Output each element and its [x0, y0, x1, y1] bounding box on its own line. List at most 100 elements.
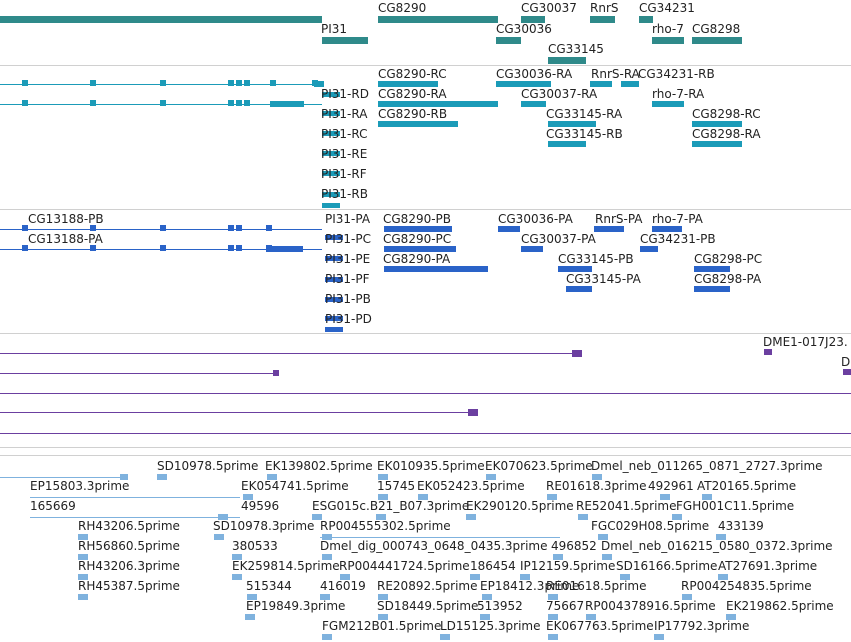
transcripts-label[interactable]: CG8298-RC — [692, 107, 761, 121]
transcript-feature[interactable] — [621, 81, 639, 87]
est-feature[interactable] — [218, 514, 228, 520]
ests-label[interactable]: IP12159.5prime — [520, 559, 616, 573]
est-feature[interactable] — [322, 554, 332, 560]
ests-label[interactable]: 15745 — [377, 479, 416, 493]
ests-label[interactable]: SD10978.5prime — [157, 459, 259, 473]
protein-arrow[interactable] — [22, 225, 28, 231]
est-feature[interactable] — [726, 614, 736, 620]
est-feature[interactable] — [702, 494, 712, 500]
alignment-feature[interactable] — [273, 370, 279, 376]
protein-feature[interactable] — [640, 246, 658, 252]
protein-feature[interactable] — [521, 246, 543, 252]
ests-label[interactable]: RP004254835.5prime — [681, 579, 812, 593]
est-feature[interactable] — [232, 554, 242, 560]
transcripts-label[interactable]: PI31-RD — [321, 87, 369, 101]
est-feature[interactable] — [245, 614, 255, 620]
protein-feature[interactable] — [325, 316, 343, 321]
proteins-label[interactable]: RnrS-PA — [595, 212, 643, 226]
transcript-feature[interactable] — [590, 81, 612, 87]
est-feature[interactable] — [378, 614, 388, 620]
ests-label[interactable]: RE01618.3prime — [546, 479, 647, 493]
est-feature[interactable] — [78, 534, 88, 540]
transcript-arrow[interactable] — [236, 80, 242, 86]
proteins-label[interactable]: PI31-PC — [325, 232, 371, 246]
ests-label[interactable]: FGH001C11.5prime — [676, 499, 795, 513]
protein-feature[interactable] — [325, 297, 343, 302]
protein-arrow[interactable] — [228, 245, 234, 251]
est-feature[interactable] — [586, 614, 596, 620]
transcript-feature[interactable] — [692, 121, 742, 127]
protein-arrow[interactable] — [228, 225, 234, 231]
ests-label[interactable]: EK139802.5prime — [265, 459, 373, 473]
est-feature[interactable] — [243, 494, 253, 500]
ests-label[interactable]: RP004378916.5prime — [585, 599, 716, 613]
alignment-feature[interactable] — [468, 409, 478, 416]
transcripts-label[interactable]: PI31-RE — [321, 147, 368, 161]
est-feature[interactable] — [578, 514, 588, 520]
proteins-label[interactable]: CG30036-PA — [498, 212, 573, 226]
ests-label[interactable]: EP15803.3prime — [30, 479, 130, 493]
ests-label[interactable]: 433139 — [718, 519, 764, 533]
protein-arrow[interactable] — [266, 225, 272, 231]
proteins-label[interactable]: PI31-PB — [325, 292, 371, 306]
ests-label[interactable]: ESG015c.B21_B07.3prime — [312, 499, 470, 513]
proteins-label[interactable]: CG34231-PB — [640, 232, 716, 246]
est-feature[interactable] — [620, 574, 630, 580]
protein-arrow[interactable] — [90, 225, 96, 231]
ests-label[interactable]: IP17792.3prime — [654, 619, 750, 633]
ests-label[interactable]: Dmel_neb_016215_0580_0372.3prime — [601, 539, 833, 553]
genes-label[interactable]: CG30037 — [521, 1, 577, 15]
ests-label[interactable]: AT20165.5prime — [697, 479, 797, 493]
est-feature[interactable] — [682, 594, 692, 600]
est-feature[interactable] — [520, 574, 530, 580]
proteins-label[interactable]: CG13188-PB — [28, 212, 104, 226]
ests-label[interactable]: EP19849.3prime — [246, 599, 346, 613]
gene-feature[interactable] — [378, 16, 498, 23]
gene-feature[interactable] — [548, 57, 586, 64]
proteins-label[interactable]: CG33145-PA — [566, 272, 641, 286]
gene-feature[interactable] — [0, 16, 322, 23]
est-feature[interactable] — [78, 594, 88, 600]
est-feature[interactable] — [548, 594, 558, 600]
ests-label[interactable]: EK067763.5prime — [546, 619, 654, 633]
proteins-label[interactable]: CG30037-PA — [521, 232, 596, 246]
transcript-feature[interactable] — [322, 151, 340, 156]
protein-feature[interactable] — [384, 226, 452, 232]
ests-label[interactable]: 513952 — [477, 599, 523, 613]
transcript-feature[interactable] — [692, 141, 742, 147]
transcript-arrow[interactable] — [228, 100, 234, 106]
est-feature[interactable] — [157, 474, 167, 480]
ests-label[interactable]: 496852 — [551, 539, 597, 553]
transcripts-label[interactable]: PI31-RC — [321, 127, 368, 141]
protein-feature[interactable] — [498, 226, 520, 232]
est-feature[interactable] — [486, 474, 496, 480]
proteins-label[interactable]: PI31-PD — [325, 312, 372, 326]
est-feature[interactable] — [592, 474, 602, 480]
genes-label[interactable]: rho-7 — [652, 22, 684, 36]
transcript-feature[interactable] — [322, 171, 340, 176]
transcript-arrow[interactable] — [160, 80, 166, 86]
ests-label[interactable]: EK054741.5prime — [241, 479, 349, 493]
est-feature[interactable] — [440, 634, 450, 640]
protein-feature[interactable] — [558, 266, 592, 272]
transcripts-label[interactable]: PI31-RB — [321, 187, 368, 201]
transcripts-label[interactable]: PI31-RA — [321, 107, 368, 121]
est-feature[interactable] — [480, 614, 490, 620]
ests-label[interactable]: Dmel_neb_011265_0871_2727.3prime — [591, 459, 823, 473]
proteins-label[interactable]: PI31-PE — [325, 252, 371, 266]
protein-feature[interactable] — [694, 286, 730, 292]
transcript-feature[interactable] — [322, 203, 340, 208]
ests-label[interactable]: 515344 — [246, 579, 292, 593]
proteins-label[interactable]: CG8290-PB — [383, 212, 452, 226]
alignment-feature[interactable] — [572, 350, 582, 357]
transcript-feature[interactable] — [322, 192, 340, 197]
proteins-label[interactable]: PI31-PA — [325, 212, 371, 226]
transcript-arrow[interactable] — [22, 80, 28, 86]
transcript-feature[interactable] — [521, 81, 551, 87]
gene-feature[interactable] — [692, 37, 742, 44]
ests-label[interactable]: EK290120.5prime — [466, 499, 574, 513]
transcripts-label[interactable]: RnrS-RA — [591, 67, 640, 81]
est-feature[interactable] — [602, 554, 612, 560]
gene-feature[interactable] — [652, 37, 684, 44]
est-feature[interactable] — [267, 474, 277, 480]
